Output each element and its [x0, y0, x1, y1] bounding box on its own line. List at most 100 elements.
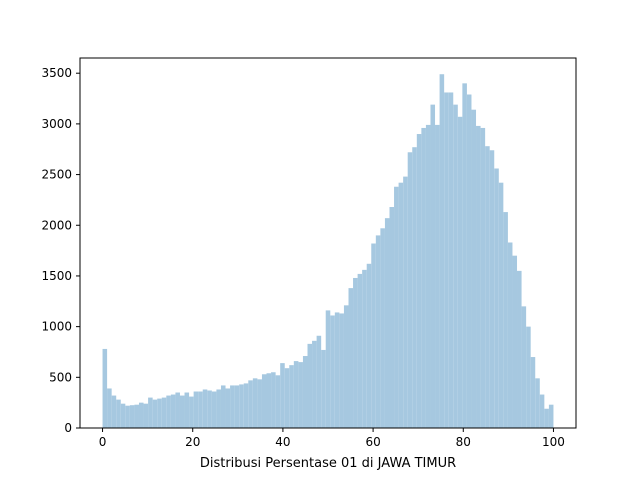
histogram-bar — [307, 343, 313, 428]
histogram-bar — [371, 243, 376, 428]
histogram-bar — [148, 397, 153, 428]
histogram-bar — [407, 152, 413, 428]
histogram-bar — [471, 109, 477, 428]
histogram-bar — [179, 395, 185, 428]
histogram-bar — [102, 348, 108, 428]
histogram-bar — [293, 361, 299, 428]
histogram-bar — [243, 383, 249, 428]
histogram-bar — [503, 212, 508, 428]
histogram-bar — [530, 357, 536, 428]
histogram-bar — [257, 379, 262, 428]
histogram-bar — [116, 399, 121, 428]
histogram-bar — [498, 182, 504, 428]
histogram-bar — [152, 399, 158, 428]
histogram-bar — [202, 389, 208, 428]
y-tick-label: 0 — [64, 421, 72, 435]
histogram-bar — [457, 116, 463, 428]
histogram-bar — [189, 396, 194, 428]
histogram-bar — [175, 392, 180, 428]
histogram-bar — [353, 277, 358, 428]
x-tick-label: 60 — [365, 435, 380, 449]
histogram-bar — [462, 83, 467, 428]
histogram-bar — [284, 368, 290, 428]
histogram-bar — [485, 146, 490, 429]
histogram-bar — [166, 395, 171, 428]
histogram-bar — [157, 398, 162, 428]
y-tick-label: 3500 — [41, 66, 72, 80]
histogram-bars — [102, 74, 554, 429]
histogram-bar — [535, 378, 540, 428]
histogram-bar — [480, 127, 486, 429]
histogram-bar — [125, 405, 130, 428]
histogram-bar — [334, 312, 340, 428]
histogram-bar — [325, 310, 331, 428]
histogram-bar — [129, 405, 135, 428]
histogram-bar — [380, 228, 385, 428]
x-tick-label: 0 — [99, 435, 107, 449]
histogram-bar — [316, 335, 322, 428]
plot-frame — [79, 57, 577, 429]
histogram-bar — [412, 147, 417, 428]
histogram-bar — [548, 404, 554, 428]
histogram-bar — [234, 385, 240, 428]
histogram-bar — [416, 134, 422, 428]
y-axis-ticks: 0 500 1000 1500 2000 2500 3000 3500 — [41, 66, 80, 435]
x-axis-label: Distribusi Persentase 01 di JAWA TIMUR — [200, 456, 456, 471]
histogram-bar — [512, 255, 518, 428]
histogram-bar — [138, 402, 144, 428]
histogram-bar — [143, 403, 149, 428]
histogram-bar — [521, 306, 527, 428]
histogram-bar — [384, 218, 390, 428]
histogram-bar — [403, 176, 408, 428]
histogram-bar — [435, 124, 440, 428]
histogram-bar — [453, 104, 458, 429]
y-tick-label: 3000 — [41, 117, 72, 131]
histogram-bar — [184, 392, 190, 428]
histogram-bar — [312, 340, 317, 428]
histogram-bar — [120, 403, 126, 428]
histogram-bar — [421, 127, 426, 429]
histogram-bar — [494, 168, 499, 428]
histogram-bar — [539, 394, 545, 428]
histogram-bar — [448, 92, 454, 428]
histogram-bar — [425, 124, 431, 428]
histogram-bar — [526, 326, 531, 428]
histogram-bar — [302, 356, 308, 428]
x-axis-ticks: 0 20 40 60 80 100 — [99, 428, 565, 449]
histogram-bar — [198, 391, 203, 428]
histogram-bar — [398, 182, 404, 428]
histogram-bar — [252, 378, 258, 428]
x-tick-label: 20 — [185, 435, 200, 449]
histogram-bar — [330, 315, 335, 428]
y-tick-label: 1500 — [41, 269, 72, 283]
histogram-bar — [348, 288, 354, 428]
histogram-bar — [170, 394, 176, 428]
y-tick-label: 1000 — [41, 320, 72, 334]
histogram-bar — [466, 94, 472, 428]
y-tick-label: 500 — [49, 370, 72, 384]
histogram-bar — [216, 389, 221, 428]
histogram-bar — [193, 391, 199, 428]
histogram-bar — [275, 375, 281, 428]
histogram-bar — [280, 363, 285, 428]
histogram-bar — [544, 408, 549, 428]
y-tick-label: 2000 — [41, 218, 72, 232]
histogram-bar — [439, 74, 445, 428]
histogram-bar — [389, 207, 395, 428]
histogram-bar — [220, 385, 226, 428]
histogram-bar — [271, 372, 276, 428]
histogram-bar — [225, 388, 231, 428]
y-tick-label: 2500 — [41, 168, 72, 182]
histogram-bar — [343, 305, 349, 428]
x-tick-label: 40 — [275, 435, 290, 449]
histogram-bar — [375, 235, 381, 428]
histogram-bar — [230, 385, 235, 428]
histogram-bar — [362, 269, 367, 428]
histogram-bar — [111, 395, 117, 428]
histogram-bar — [289, 365, 294, 428]
histogram-bar — [357, 273, 363, 428]
histogram-bar — [489, 150, 495, 428]
histogram-bar — [430, 104, 436, 429]
x-tick-label: 80 — [456, 435, 471, 449]
